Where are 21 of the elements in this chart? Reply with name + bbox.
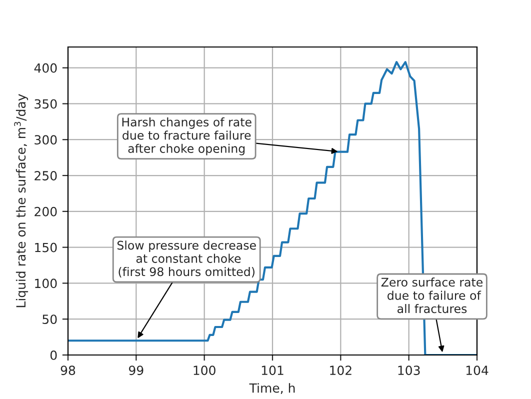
y-tick-label: 350 [34,99,57,109]
x-tick-label: 102 [330,366,352,376]
x-tick-label: 104 [466,366,488,376]
y-tick-label: 400 [34,63,57,73]
y-tick-label: 100 [35,278,57,288]
x-axis-title: Time, h [249,383,295,394]
x-tick-label: 98 [60,366,76,376]
x-tick-label: 101 [262,366,284,376]
y-tick-label: 150 [35,242,57,252]
x-tick-label: 100 [194,366,216,376]
x-tick-label: 103 [398,366,420,376]
annotation: Harsh changes of rate due to fracture failure after choke opening [122,117,252,156]
x-tick-label: 99 [129,366,144,376]
y-tick-label: 250 [34,170,57,180]
y-tick-label: 300 [34,135,57,145]
y-tick-label: 0 [50,350,57,360]
annotation: Zero surface rate due to failure of all fractures [381,278,483,314]
y-tick-label: 50 [42,314,57,324]
y-axis-title: Liquid rate on the surface, m$^{3}$/day [14,94,28,308]
annotation: Slow pressure decrease at constant choke (first 98 hours omitted) [117,240,256,278]
y-tick-label: 200 [34,206,57,216]
